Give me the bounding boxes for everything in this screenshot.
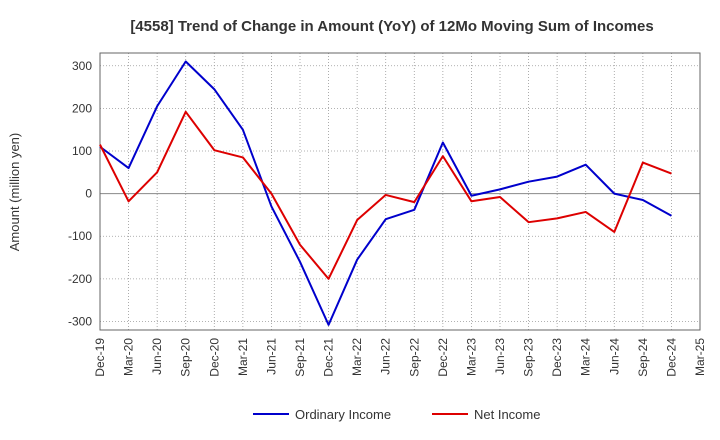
x-tick-label: Mar-24: [579, 338, 593, 376]
y-tick-label: 0: [85, 187, 92, 201]
y-tick-label: -300: [68, 314, 92, 328]
x-tick-label: Dec-22: [436, 338, 450, 377]
y-tick-label: 100: [72, 144, 92, 158]
x-tick-label: Dec-24: [664, 338, 678, 377]
series-line-ordinary-income: [99, 60, 672, 326]
y-ticks: 300 200 100 0 -100 -200 -300: [68, 59, 92, 329]
x-tick-label: Dec-23: [550, 338, 564, 377]
x-tick-label: Jun-24: [607, 338, 621, 375]
legend-label: Net Income: [474, 407, 540, 422]
x-tick-label: Sep-22: [407, 338, 421, 377]
x-tick-label: Jun-21: [264, 338, 278, 375]
legend-label: Ordinary Income: [295, 407, 391, 422]
series-lines: [99, 60, 672, 326]
x-tick-label: Mar-22: [350, 338, 364, 376]
x-tick-label: Jun-23: [493, 338, 507, 375]
series-line-net-income: [99, 110, 672, 280]
y-tick-label: 200: [72, 101, 92, 115]
x-tick-label: Mar-21: [236, 338, 250, 376]
x-tick-label: Dec-20: [207, 338, 221, 377]
x-tick-label: Mar-25: [693, 338, 707, 376]
x-tick-label: Mar-23: [464, 338, 478, 376]
x-tick-label: Jun-22: [379, 338, 393, 375]
plot-area: [99, 52, 701, 331]
x-tick-label: Dec-21: [322, 338, 336, 377]
y-tick-label: -200: [68, 272, 92, 286]
x-tick-label: Sep-24: [636, 338, 650, 377]
x-tick-label: Sep-20: [179, 338, 193, 377]
x-ticks: Dec-19 Mar-20 Jun-20 Sep-20 Dec-20 Mar-21 Jun-…: [93, 338, 707, 377]
y-axis-label: Amount (million yen): [7, 133, 22, 252]
y-tick-label: 300: [72, 59, 92, 73]
x-tick-label: Sep-21: [293, 338, 307, 377]
x-tick-label: Dec-19: [93, 338, 107, 377]
x-tick-label: Jun-20: [150, 338, 164, 375]
x-tick-label: Sep-23: [522, 338, 536, 377]
grid: [100, 53, 700, 330]
x-tick-label: Mar-20: [122, 338, 136, 376]
y-tick-label: -100: [68, 229, 92, 243]
chart-title: [4558] Trend of Change in Amount (YoY) o…: [130, 18, 653, 35]
legend: Ordinary Income Net Income: [253, 407, 540, 422]
